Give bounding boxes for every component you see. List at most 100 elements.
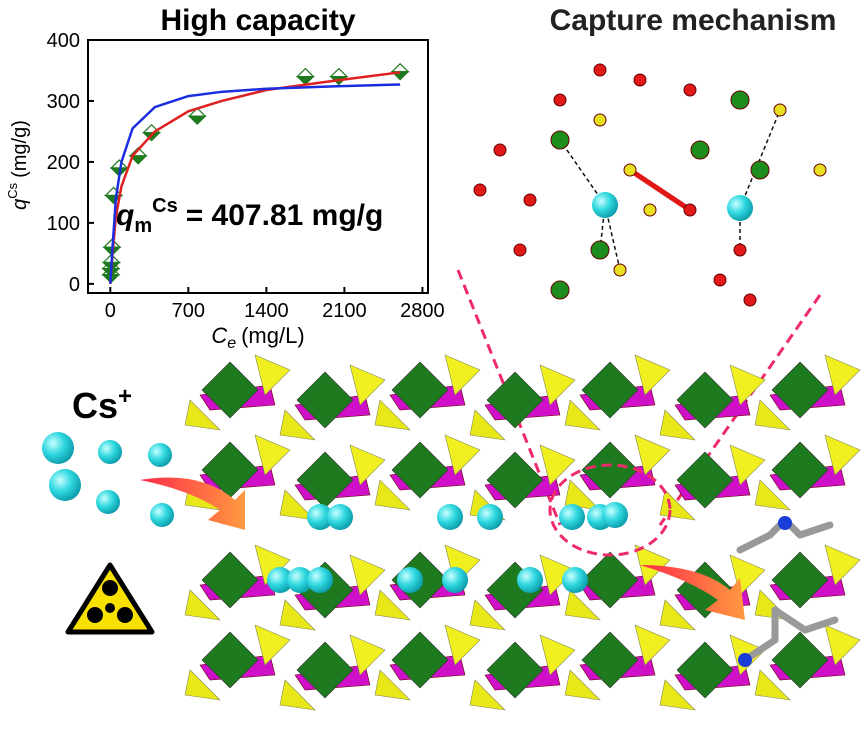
polyhedron: [444, 434, 481, 476]
polyhedron: [391, 631, 449, 689]
cs-ion: [307, 504, 333, 530]
atom: [690, 140, 710, 160]
polyhedron: [486, 451, 544, 509]
illustration: [42, 63, 861, 711]
data-point: [295, 67, 315, 86]
polyhedron: [659, 679, 696, 711]
x-tick-label: 700: [172, 300, 205, 322]
polyhedron: [349, 554, 386, 596]
polyhedron: [254, 354, 291, 396]
polyhedron: [539, 364, 576, 406]
zoom-circle: [548, 463, 672, 557]
polyhedron: [279, 409, 316, 441]
polyhedron: [279, 599, 316, 631]
annotation-symbol: q: [116, 199, 134, 232]
atom: [513, 243, 527, 257]
polyhedron: [676, 451, 734, 509]
polyhedron: [564, 399, 601, 431]
polyhedron: [824, 544, 861, 586]
atom: [593, 63, 607, 77]
polyhedron: [486, 371, 544, 429]
data-point: [329, 67, 349, 86]
polyhedron: [374, 399, 411, 431]
y-tick-label: 0: [69, 274, 80, 296]
polyhedron: [539, 444, 576, 486]
polyhedron: [659, 409, 696, 441]
polyhedron: [771, 441, 829, 499]
polyhedron: [469, 409, 506, 441]
marker-bottom: [187, 115, 207, 126]
cs-ion: [42, 432, 74, 464]
amine-bond: [736, 531, 774, 554]
polyhedron: [486, 641, 544, 699]
polyhedron: [184, 399, 221, 431]
cs-ion: [148, 443, 172, 467]
polyhedron: [729, 444, 766, 486]
polyhedron: [634, 434, 671, 476]
hazard-blade: [87, 607, 103, 623]
x-label-unit: (mg/L): [241, 323, 305, 348]
polyhedron: [824, 354, 861, 396]
chart-title: High capacity: [160, 4, 355, 37]
atom: [523, 193, 537, 207]
polyhedron: [469, 599, 506, 631]
cs-ion: [307, 567, 333, 593]
cs-ion: [477, 504, 503, 530]
annotation-superscript: Cs: [152, 195, 178, 217]
cs-ion: [562, 567, 588, 593]
cs-ion: [559, 504, 585, 530]
polyhedron: [374, 479, 411, 511]
polyhedron: [754, 669, 791, 701]
polyhedron: [349, 364, 386, 406]
cs-ion: [327, 504, 353, 530]
amine-bond: [801, 616, 839, 634]
cs-ion: [267, 567, 293, 593]
polyhedron: [201, 551, 259, 609]
x-label-symbol: C: [211, 323, 227, 348]
marker-bottom: [104, 194, 124, 205]
atom: [493, 143, 507, 157]
amine-bond: [796, 521, 834, 539]
polyhedron: [771, 631, 829, 689]
atom: [623, 163, 637, 177]
cs-atom: [592, 192, 618, 218]
polyhedron: [771, 551, 829, 609]
marker-bottom: [295, 75, 315, 86]
cs-ion: [98, 440, 122, 464]
atom: [473, 183, 487, 197]
hazard-sign: [65, 562, 155, 635]
y-tick-label: 100: [47, 213, 80, 235]
polyhedron: [564, 589, 601, 621]
atom: [683, 83, 697, 97]
y-tick-label: 400: [47, 30, 80, 52]
x-tick-label: 2800: [400, 300, 445, 322]
atom: [590, 240, 610, 260]
atom: [633, 73, 647, 87]
y-tick-label: 200: [47, 152, 80, 174]
marker-top: [295, 67, 315, 78]
hazard-center: [105, 603, 115, 613]
polyhedron: [201, 361, 259, 419]
cs-ion: [287, 567, 313, 593]
marker-top: [390, 62, 410, 73]
atom: [683, 203, 697, 217]
atom: [773, 103, 787, 117]
illustration-title: Capture mechanism: [550, 4, 837, 37]
ion-label: Cs+: [72, 383, 132, 426]
atom: [550, 280, 570, 300]
amine-bond: [771, 606, 809, 634]
annotation-text: = 407.81 mg/g: [186, 199, 384, 232]
plot-frame: [87, 39, 429, 294]
cs-ion: [437, 504, 463, 530]
polyhedron: [634, 354, 671, 396]
polyhedron: [279, 489, 316, 521]
polyhedron: [754, 479, 791, 511]
polyhedron: [771, 361, 829, 419]
atom: [750, 160, 770, 180]
polyhedron: [676, 641, 734, 699]
polyhedron: [296, 371, 354, 429]
atom: [733, 243, 747, 257]
polyhedron: [564, 479, 601, 511]
atom: [743, 293, 757, 307]
atom: [613, 263, 627, 277]
